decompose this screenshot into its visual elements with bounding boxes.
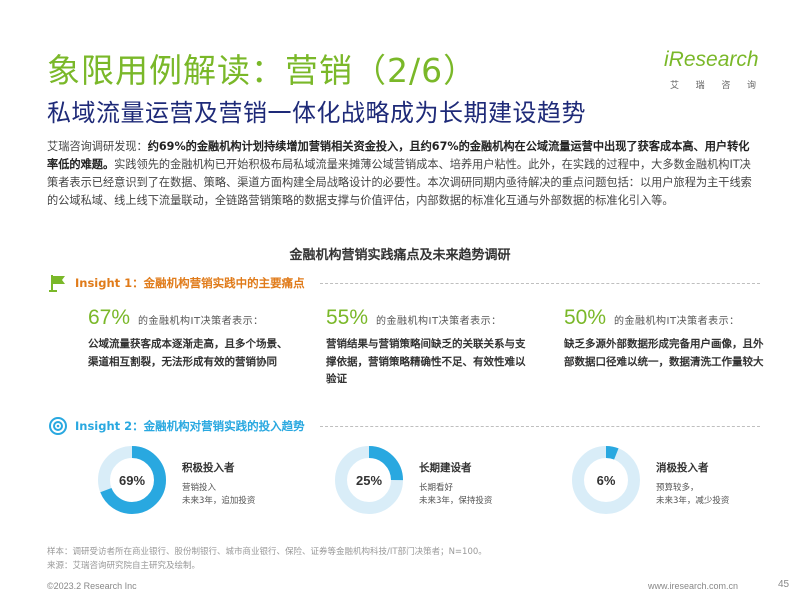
intro-paragraph: 艾瑞咨询调研发现：约69%的金融机构计划持续增加营销相关资金投入，且约67%的金… [47,138,757,210]
pain-percentage: 55% [326,306,369,329]
trend-note-line: 预算较多， [656,483,699,493]
footer-copyright: ©2023.2 Research Inc [47,581,137,591]
section-title: 金融机构营销实践痛点及未来趋势调研 [289,248,511,263]
trend-item: 6% 消极投入者 预算较多， 未来3年，减少投资 [571,445,781,515]
trend-label: 长期建设者 [419,462,472,474]
trend-label: 积极投入者 [182,462,235,474]
trend-note-line: 长期看好 [419,483,454,493]
logo-char: 咨 [721,81,731,91]
trend-note-line: 未来3年，追加投资 [182,496,256,506]
donut-arc [335,446,403,514]
donut-chart: 6% [572,446,640,514]
insight-2-header: Insight 2：金融机构对营销实践的投入趋势 [47,415,305,437]
trend-label: 消极投入者 [656,462,709,474]
pain-percentage: 50% [564,306,607,329]
page-title: 象限用例解读：营销（2/6） [47,51,478,90]
intro-rest: 实践领先的金融机构已开始积极布局私域流量来摊薄公域营销成本、培养用户粘性。此外，… [47,158,752,207]
donut-arc [98,446,166,514]
pain-point-card: 50% 的金融机构IT决策者表示： 缺乏多源外部数据形成完备用户画像，且外部数据… [564,306,764,371]
logo-char: 询 [746,81,756,91]
insight-1-header: Insight 1：金融机构营销实践中的主要痛点 [47,272,305,294]
divider [320,426,760,427]
donut-arc [572,446,640,514]
sample-note: 样本：调研受访者所在商业银行、股份制银行、城市商业银行、保险、证券等金融机构科技… [47,547,487,557]
pain-point-card: 55% 的金融机构IT决策者表示： 营销结果与营销策略间缺乏的关联关系与支撑依据… [326,306,526,389]
pain-text: 缺乏多源外部数据形成完备用户画像，且外部数据口径难以统一，数据清洗工作量较大 [564,338,764,368]
logo-char: 艾 [670,81,680,91]
insight-2-label: Insight 2：金融机构对营销实践的投入趋势 [75,419,305,433]
intro-lead: 艾瑞咨询调研发现： [47,140,148,153]
trend-note-line: 未来3年，保持投资 [419,496,493,506]
intro-bold: 约69%的金融机构计划持续增加营销相关资金投入，且约67%的金融机构在公域流量运… [47,140,750,171]
target-icon [47,415,69,437]
source-note: 来源：艾瑞咨询研究院自主研究及绘制。 [47,561,201,571]
donut-value: 25% [356,473,382,488]
logo-chinese: 艾 瑞 咨 询 [670,78,756,91]
trend-item: 69% 积极投入者 营销投入 未来3年，追加投资 [97,445,307,515]
pain-description: 的金融机构IT决策者表示： [376,316,502,327]
pain-text: 营销结果与营销策略间缺乏的关联关系与支撑依据，营销策略精确性不足、有效性难以验证 [326,338,526,385]
pain-description: 的金融机构IT决策者表示： [138,316,264,327]
trend-note: 预算较多， 未来3年，减少投资 [656,482,729,508]
pain-point-card: 67% 的金融机构IT决策者表示： 公域流量获客成本逐渐走高，且多个场景、渠道相… [88,306,288,371]
pain-description: 的金融机构IT决策者表示： [614,316,740,327]
trend-note: 营销投入 未来3年，追加投资 [182,482,255,508]
insight-1-label: Insight 1：金融机构营销实践中的主要痛点 [75,276,305,290]
pain-percentage: 67% [88,306,131,329]
logo-char: 瑞 [695,81,705,91]
page-number: 45 [778,579,790,590]
iresearch-logo: iResearch 艾 瑞 咨 询 [664,48,760,98]
logo-brand: iResearch [664,48,759,71]
trend-note: 长期看好 未来3年，保持投资 [419,482,492,508]
flag-icon [47,272,69,294]
donut-chart: 25% [335,446,403,514]
footer-url: www.iresearch.com.cn [648,581,739,591]
donut-value: 69% [119,473,145,488]
trend-item: 25% 长期建设者 长期看好 未来3年，保持投资 [334,445,544,515]
donut-chart: 69% [98,446,166,514]
donut-value: 6% [597,473,616,488]
page-subtitle: 私域流量运营及营销一体化战略成为长期建设趋势 [47,99,586,127]
divider [320,283,760,284]
pain-text: 公域流量获客成本逐渐走高，且多个场景、渠道相互割裂，无法形成有效的营销协同 [88,338,288,368]
trend-note-line: 未来3年，减少投资 [656,496,730,506]
trend-note-line: 营销投入 [182,483,217,493]
